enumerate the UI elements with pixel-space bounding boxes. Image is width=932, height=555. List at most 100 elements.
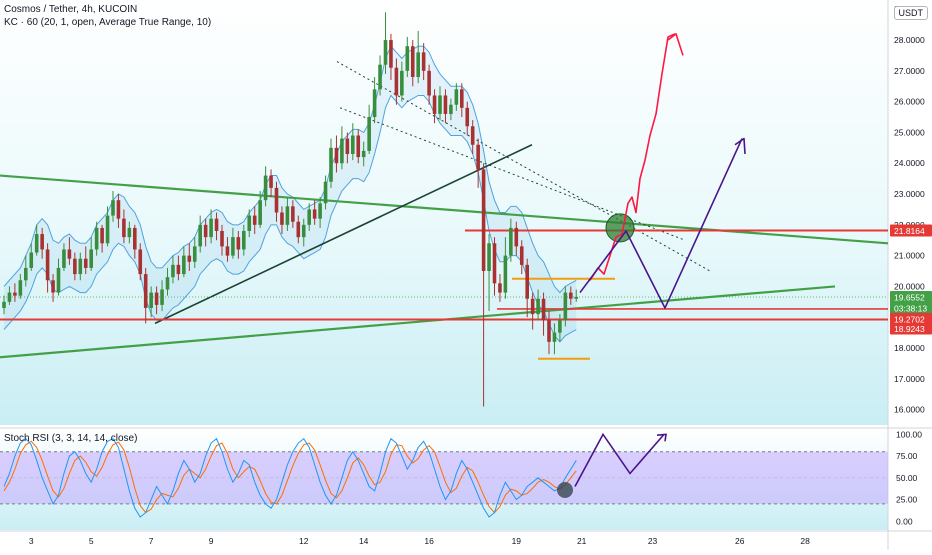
support-trendline-green <box>0 285 836 359</box>
candle-body <box>569 292 573 299</box>
candle-body <box>574 296 579 299</box>
candle-body <box>307 209 311 225</box>
candle-body <box>122 218 126 238</box>
candle-body <box>410 46 415 77</box>
dotted-downtrend-upper <box>336 61 711 272</box>
candle-body <box>62 249 66 268</box>
price-tick-label: 21.0000 <box>894 251 925 261</box>
candle-body <box>274 187 279 213</box>
price-tick-label: 17.0000 <box>894 374 925 384</box>
currency-badge[interactable]: USDT <box>893 6 928 20</box>
candle-body <box>78 258 83 275</box>
candle-body <box>198 224 202 247</box>
candle-body <box>416 52 420 77</box>
candle-body <box>111 200 115 216</box>
time-tick-label: 14 <box>359 536 369 546</box>
stoch-d-line <box>3 440 577 514</box>
candle-body <box>503 255 508 293</box>
resistance-trendline-green <box>0 174 889 245</box>
candle-body <box>405 46 410 71</box>
candle-body <box>498 283 502 293</box>
candle-body <box>394 67 399 96</box>
candle-body <box>258 200 262 225</box>
candle-body <box>165 277 170 290</box>
time-tick-label: 21 <box>577 536 587 546</box>
candle-body <box>18 280 23 296</box>
candle-body <box>301 224 306 238</box>
candle-body <box>400 70 404 96</box>
rsi-tick-label: 0.00 <box>896 516 913 526</box>
candle-body <box>552 332 557 342</box>
candle-body <box>492 243 497 284</box>
candle-body <box>45 249 50 281</box>
candle-body <box>476 144 480 170</box>
price-badge-bg <box>890 291 932 304</box>
price-badge-bg <box>890 224 932 237</box>
candle-body <box>263 175 268 201</box>
red-projection-path <box>589 33 676 281</box>
candle-body <box>383 40 388 65</box>
price-badge-bg <box>890 302 932 315</box>
keltner-fill <box>4 46 577 342</box>
candle-body <box>13 292 17 296</box>
time-tick-label: 26 <box>735 536 745 546</box>
candle-body <box>83 258 88 268</box>
candle-body <box>323 181 328 204</box>
price-tick-label: 16.0000 <box>894 405 925 415</box>
candle-body <box>334 147 339 164</box>
candle-body <box>519 246 524 265</box>
candle-body <box>192 246 197 262</box>
candle-body <box>558 320 562 333</box>
candle-body <box>367 117 371 151</box>
candle-body <box>225 246 230 256</box>
price-tick-label: 26.0000 <box>894 97 925 107</box>
indicator-label: KC · 60 (20, 1, open, Average True Range… <box>4 17 212 28</box>
candle-body <box>154 292 159 305</box>
candle-body <box>252 215 257 225</box>
candle-body <box>487 243 491 272</box>
candle-body <box>465 107 470 127</box>
candle-body <box>449 104 453 114</box>
candle-body <box>547 320 551 342</box>
rsi-projection-arrowhead <box>656 433 667 442</box>
rsi-tick-label: 100.00 <box>896 429 922 439</box>
candle-body <box>116 200 121 219</box>
price-tick-label: 28.0000 <box>894 35 925 45</box>
candle-body <box>56 267 61 293</box>
price-tick-label: 23.0000 <box>894 189 925 199</box>
rsi-tick-label: 75.00 <box>896 451 918 461</box>
candle-body <box>214 218 219 231</box>
candle-body <box>94 227 99 250</box>
keltner-lower-line <box>3 94 577 343</box>
candle-body <box>143 274 148 308</box>
candle-body <box>291 206 295 222</box>
candle-body <box>187 255 192 262</box>
candle-body <box>160 289 164 305</box>
price-tick-label: 20.0000 <box>894 281 925 291</box>
price-badge-label: 19.6552 <box>894 293 925 303</box>
candle-body <box>530 298 535 315</box>
ascending-trendline-dark <box>154 144 533 325</box>
price-tick-label: 24.0000 <box>894 158 925 168</box>
candle-body <box>454 89 459 105</box>
candle-body <box>525 264 529 299</box>
candle-body <box>40 234 44 250</box>
stoch-k-line <box>3 437 577 518</box>
purple-projection-path <box>579 138 743 309</box>
candle-body <box>269 175 273 188</box>
dotted-downtrend-lower <box>339 107 686 241</box>
candle-body <box>100 227 104 244</box>
time-tick-label: 9 <box>209 536 214 546</box>
candle-body <box>247 215 252 231</box>
candle-body <box>378 64 382 90</box>
candle-body <box>481 169 486 272</box>
candle-body <box>171 264 175 278</box>
price-tick-label: 27.0000 <box>894 66 925 76</box>
candle-body <box>340 138 344 164</box>
candle-body <box>176 264 181 275</box>
candle-body <box>24 267 28 281</box>
price-badge-label: 18.9243 <box>894 324 925 334</box>
chart-title: Cosmos / Tether, 4h, KUCOIN <box>4 4 138 15</box>
